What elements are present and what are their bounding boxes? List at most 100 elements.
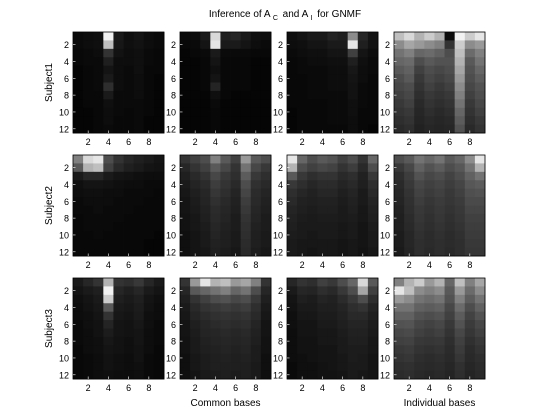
heatmap-cell [357,90,369,100]
heatmap-cell [474,57,486,67]
heatmap-cell [424,155,435,164]
heatmap-cell [297,74,308,83]
heatmap-cell [190,320,201,329]
y-tick-label: 10 [380,353,390,363]
heatmap-cell [230,345,242,355]
heatmap-cell [307,353,318,363]
heatmap-cell [307,57,318,67]
heatmap-cell [190,171,201,181]
heatmap-cell [113,107,124,117]
y-tick-label: 12 [59,124,69,134]
heatmap-cell [337,107,349,117]
heatmap-cell [210,188,221,198]
heatmap-cell [200,40,211,50]
heatmap-cell [337,230,349,240]
heatmap-cell [337,205,349,215]
heatmap-cell [180,99,191,109]
y-tick-label: 10 [166,107,176,117]
heatmap-cell [200,370,211,380]
heatmap-cell [230,294,242,304]
heatmap-cell [337,213,349,223]
row-label-subject3: Subject3 [44,309,55,348]
heatmap-cell [250,345,262,355]
heatmap-cell [83,163,94,173]
heatmap-cell [394,286,405,296]
heatmap-cell [143,65,155,75]
heatmap-cell [103,328,114,338]
heatmap-cell [444,48,456,58]
heatmap-cell [220,99,231,109]
heatmap-cell [287,163,298,173]
heatmap-cell [474,213,486,223]
heatmap-cell [83,345,94,355]
heatmap-cell [133,82,145,92]
heatmap-cell [297,48,308,58]
heatmap-cell [123,362,135,371]
heatmap-cell [357,188,369,198]
heatmap-cell [83,294,94,304]
heatmap-cell [123,116,135,125]
heatmap-cell [240,40,252,50]
heatmap-cell [347,370,359,380]
heatmap-cell [394,90,405,100]
heatmap-cell [287,116,298,125]
heatmap-cell [367,188,379,198]
heatmap-cell [394,230,405,240]
heatmap-cell [394,57,405,67]
heatmap-cell [143,320,155,329]
x-tick-label: 8 [146,137,151,147]
heatmap-cell [327,230,338,240]
heatmap-cell [83,107,94,117]
y-tick-label: 12 [380,247,390,257]
x-tick-label: 4 [213,383,218,393]
heatmap-cell [414,362,425,371]
heatmap-cell [424,99,435,109]
heatmap-cell [180,320,191,329]
heatmap-cell [474,222,486,232]
heatmap-cell [133,247,145,257]
heatmap-cell [73,107,84,117]
heatmap-cell [220,163,231,173]
heatmap-cell [414,311,425,321]
heatmap-cell [250,230,262,240]
heatmap-cell [327,90,338,100]
heatmap-cell [230,213,242,223]
heatmap-cell [474,188,486,198]
heatmap-cell [454,74,466,83]
heatmap-cell [444,57,456,67]
heatmap-cell [230,163,242,173]
x-tick-label: 8 [253,260,258,270]
heatmap-cell [297,328,308,338]
heatmap-cell [287,180,298,190]
heatmap-cell [367,32,379,41]
heatmap-cell [200,57,211,67]
heatmap-cell [190,294,201,304]
heatmap-cell [153,213,165,223]
heatmap-cell [230,65,242,75]
heatmap-cell [83,328,94,338]
heatmap-cell [190,57,201,67]
heatmap-cell [220,286,231,296]
heatmap-cell [133,311,145,321]
heatmap-cell [317,74,328,83]
heatmap-cell [287,197,298,206]
heatmap-cell [123,57,135,67]
heatmap-cell [444,336,456,346]
heatmap-cell [317,205,328,215]
heatmap-cell [404,278,415,287]
heatmap-cell [297,353,308,363]
heatmap-cell [190,90,201,100]
heatmap-cell [404,239,415,248]
y-tick-label: 10 [273,353,283,363]
heatmap-cell [210,370,221,380]
heatmap-cell [220,65,231,75]
heatmap-cell [73,370,84,380]
heatmap-cell [464,163,476,173]
heatmap-cell [123,239,135,248]
heatmap-cell [250,197,262,206]
heatmap-cell [143,336,155,346]
heatmap-cell [424,171,435,181]
heatmap-cell [414,336,425,346]
heatmap-cell [73,294,84,304]
heatmap-cell [83,247,94,257]
